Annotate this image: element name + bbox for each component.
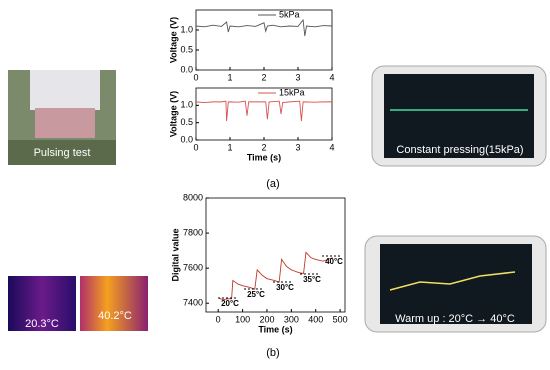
y-tick-label: 1.0	[180, 24, 193, 34]
x-tick-label: 3	[295, 72, 300, 82]
x-tick-label: 1	[227, 142, 232, 152]
legend-label: 15kPa	[279, 87, 305, 97]
x-tick-label: 0	[216, 314, 221, 324]
panel-label: (a)	[266, 178, 279, 190]
y-tick-label: 7600	[183, 263, 203, 273]
plot-frame	[205, 197, 346, 313]
x-tick-label: 200	[259, 314, 274, 324]
plot-frame	[195, 9, 333, 71]
caption: 40.2°C	[98, 310, 132, 322]
x-tick-label: 100	[235, 314, 250, 324]
annotation: 20°C	[221, 299, 239, 308]
caption: Pulsing test	[34, 147, 91, 159]
y-tick-label: 0.0	[180, 134, 193, 144]
y-axis-label: Digital value	[170, 228, 180, 281]
legend-label: 5kPa	[279, 9, 300, 19]
y-tick-label: 0.5	[180, 44, 193, 54]
y-axis-label: Voltage (V)	[168, 91, 178, 137]
x-tick-label: 3	[295, 142, 300, 152]
y-tick-label: 7800	[183, 227, 203, 237]
phone-a	[371, 65, 547, 167]
annotation: 25°C	[247, 290, 265, 299]
data-line	[218, 251, 333, 301]
x-tick-label: 500	[333, 314, 348, 324]
plot-frame	[195, 87, 333, 141]
data-line	[195, 18, 333, 37]
thermal-image	[80, 276, 148, 331]
y-tick-label: 8000	[183, 192, 203, 202]
x-tick-label: 4	[329, 72, 334, 82]
annotation: 30°C	[276, 283, 294, 292]
x-tick-label: 300	[284, 314, 299, 324]
caption: Constant pressing(15kPa)	[396, 144, 523, 156]
y-tick-label: 0.5	[180, 117, 193, 127]
x-tick-label: 4	[329, 142, 334, 152]
y-axis-label: Voltage (V)	[168, 17, 178, 63]
y-tick-label: 7400	[183, 298, 203, 308]
x-tick-label: 2	[261, 142, 266, 152]
data-line	[195, 100, 332, 121]
annotation: 35°C	[303, 275, 321, 284]
x-axis-label: Time (s)	[247, 152, 281, 162]
phone-b	[364, 235, 547, 333]
photo-pulsing	[8, 70, 116, 165]
y-tick-label: 0.0	[180, 64, 193, 74]
panel-label: (b)	[266, 347, 279, 359]
x-axis-label: Time (s)	[258, 324, 292, 334]
x-tick-label: 2	[261, 72, 266, 82]
y-tick-label: 1.0	[180, 100, 193, 110]
x-tick-label: 0	[193, 72, 198, 82]
annotation: 40°C	[325, 257, 343, 266]
caption: 20.3°C	[25, 318, 59, 330]
thermal-image	[8, 276, 76, 331]
x-tick-label: 0	[193, 142, 198, 152]
caption: Warm up : 20°C → 40°C	[395, 313, 515, 325]
x-tick-label: 1	[227, 72, 232, 82]
x-tick-label: 400	[308, 314, 323, 324]
